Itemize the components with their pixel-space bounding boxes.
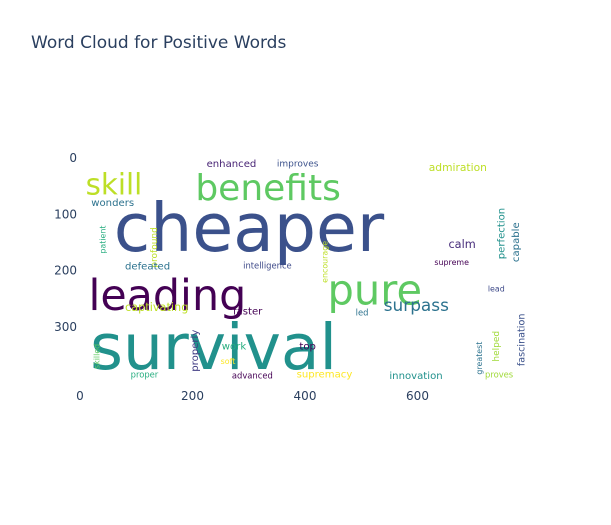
word-enhanced: enhanced (207, 159, 257, 170)
word-skilled: skilled (93, 344, 102, 369)
y-axis: 0 100 200 300 (54, 151, 77, 334)
word-capable: capable (511, 222, 522, 262)
y-tick-label: 100 (54, 207, 77, 221)
x-tick-label: 400 (294, 389, 317, 403)
word-intelligence: intelligence (243, 260, 292, 270)
x-tick-label: 600 (406, 389, 429, 403)
x-tick-label: 0 (76, 389, 84, 403)
word-supreme: supreme (434, 258, 469, 267)
word-greatest: greatest (475, 342, 484, 375)
word-benefits: benefits (195, 168, 341, 209)
word-captivating: captivating (125, 301, 188, 314)
word-work: work (222, 341, 247, 352)
word-improves: improves (277, 159, 319, 169)
word-wonders: wonders (91, 198, 134, 209)
word-admiration: admiration (429, 161, 487, 174)
x-axis: 0 200 400 600 (76, 389, 429, 403)
plot-area: cheaper survival benefits leading pure skill s… (80, 158, 530, 384)
word-proper: proper (131, 369, 159, 379)
chart-title: Word Cloud for Positive Words (31, 33, 287, 53)
word-patient: patient (98, 226, 107, 254)
word-innovation: innovation (389, 371, 442, 382)
word-pure: pure (328, 265, 423, 314)
y-tick-label: 200 (54, 264, 77, 278)
word-encourage: encourage (321, 241, 330, 283)
x-tick-label: 200 (181, 389, 204, 403)
word-profound: profound (150, 227, 160, 268)
y-tick-label: 300 (54, 320, 77, 334)
word-perfection: perfection (497, 208, 508, 259)
word-helped: helped (492, 331, 502, 362)
word-lead: lead (488, 284, 505, 293)
word-calm: calm (448, 238, 475, 251)
word-faster: faster (233, 306, 263, 317)
word-supremacy: supremacy (297, 369, 353, 380)
word-defeated: defeated (125, 261, 170, 272)
word-surpass: surpass (384, 295, 449, 315)
word-cheaper: cheaper (114, 189, 385, 267)
word-top: top (299, 341, 316, 352)
word-soft: soft (221, 357, 236, 366)
plot-background (80, 158, 530, 383)
y-tick-label: 0 (69, 151, 77, 165)
word-fascination: fascination (516, 314, 527, 367)
word-proves: proves (485, 369, 513, 379)
word-led: led (356, 308, 369, 318)
word-advanced: advanced (232, 371, 273, 381)
word-leading: leading (88, 271, 246, 321)
word-properly: properly (190, 330, 201, 372)
word-survival: survival (90, 311, 337, 384)
word-skill: skill (86, 168, 143, 202)
